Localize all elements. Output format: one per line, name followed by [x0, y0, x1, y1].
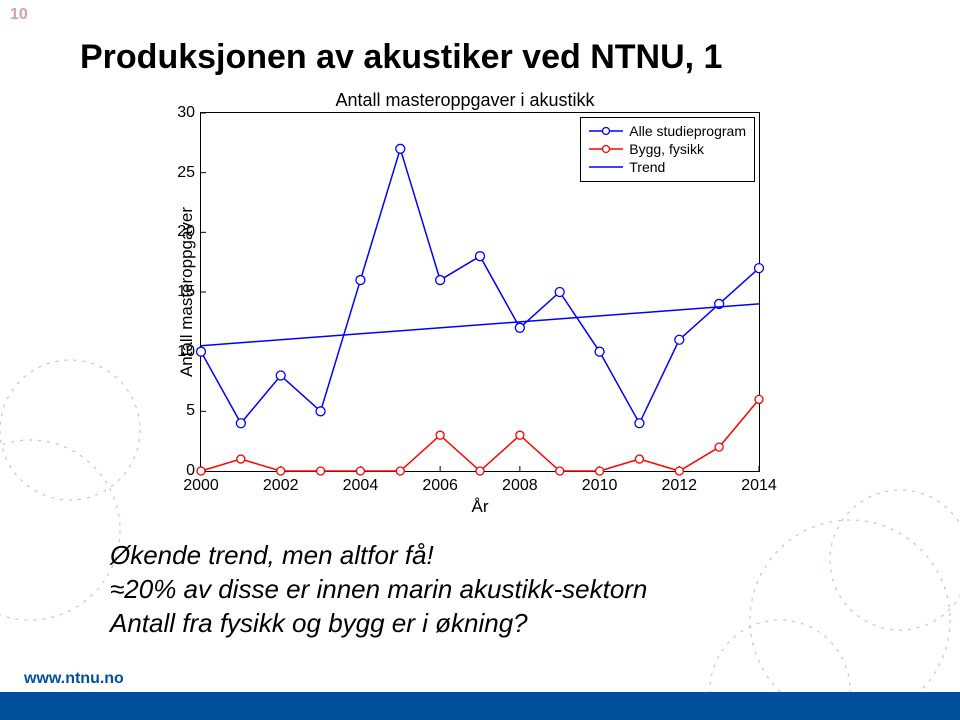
- series-marker: [396, 144, 405, 153]
- series-marker: [595, 347, 604, 356]
- series-marker: [476, 252, 485, 261]
- chart-title: Antall masteroppgaver i akustikk: [140, 90, 790, 111]
- series-marker: [236, 419, 245, 428]
- series-marker: [755, 264, 764, 273]
- y-tick: 5: [186, 402, 195, 420]
- page-number: 10: [10, 6, 28, 24]
- series-marker: [276, 371, 285, 380]
- series-marker: [396, 467, 404, 475]
- series-marker: [436, 431, 444, 439]
- chart-svg: [201, 113, 759, 471]
- series-line: [201, 149, 759, 423]
- series-marker: [515, 323, 524, 332]
- x-tick: 2006: [422, 477, 458, 495]
- series-marker: [715, 443, 723, 451]
- series-marker: [237, 455, 245, 463]
- series-marker: [635, 455, 643, 463]
- series-marker: [197, 347, 206, 356]
- plot-area: Antall masteroppgaver År Alle studieprog…: [200, 112, 760, 472]
- series-marker: [556, 467, 564, 475]
- x-tick: 2014: [741, 477, 777, 495]
- y-tick: 30: [177, 104, 195, 122]
- y-tick: 15: [177, 283, 195, 301]
- x-tick: 2002: [263, 477, 299, 495]
- page-title: Produksjonen av akustiker ved NTNU, 1: [80, 38, 722, 77]
- series-marker: [596, 467, 604, 475]
- series-marker: [356, 467, 364, 475]
- series-marker: [316, 407, 325, 416]
- y-tick: 20: [177, 223, 195, 241]
- x-tick: 2012: [661, 477, 697, 495]
- x-tick: 2000: [183, 477, 219, 495]
- series-marker: [516, 431, 524, 439]
- series-marker: [476, 467, 484, 475]
- series-marker: [755, 395, 763, 403]
- footer-url: www.ntnu.no: [24, 670, 124, 688]
- y-tick: 25: [177, 164, 195, 182]
- series-marker: [277, 467, 285, 475]
- series-line: [201, 399, 759, 471]
- x-tick: 2004: [343, 477, 379, 495]
- series-marker: [317, 467, 325, 475]
- series-marker: [675, 335, 684, 344]
- series-marker: [675, 467, 683, 475]
- x-tick: 2010: [582, 477, 618, 495]
- series-marker: [356, 276, 365, 285]
- series-marker: [555, 288, 564, 297]
- body-line-3: Antall fra fysikk og bygg er i økning?: [110, 608, 528, 639]
- series-marker: [197, 467, 205, 475]
- body-line-1: Økende trend, men altfor få!: [110, 540, 434, 571]
- series-marker: [436, 276, 445, 285]
- chart-container: Antall masteroppgaver i akustikk Antall …: [140, 88, 790, 508]
- x-axis-label: År: [472, 497, 489, 517]
- body-line-2: ≈20% av disse er innen marin akustikk-se…: [110, 574, 647, 605]
- y-tick: 10: [177, 343, 195, 361]
- x-tick: 2008: [502, 477, 538, 495]
- series-marker: [635, 419, 644, 428]
- footer-bar: [0, 692, 960, 720]
